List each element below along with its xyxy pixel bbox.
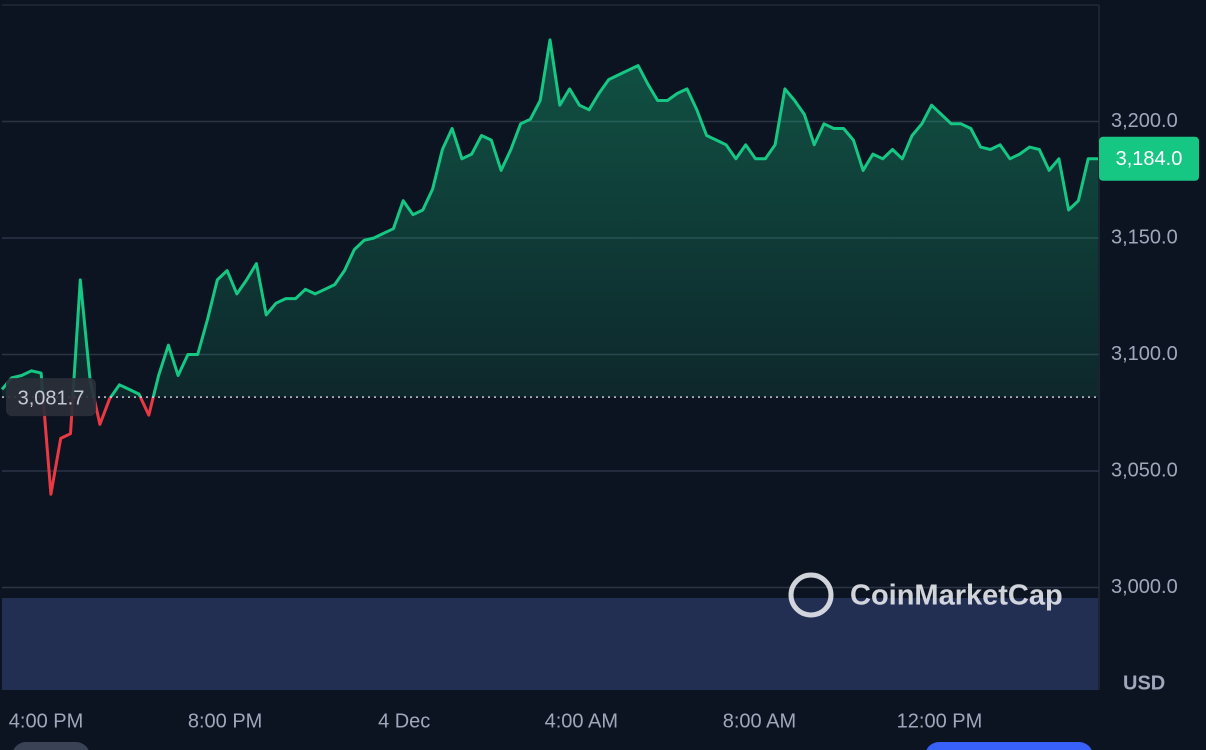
x-tick-label: 12:00 PM [897, 710, 983, 732]
action-button[interactable] [925, 742, 1093, 750]
x-tick-label: 4:00 AM [545, 710, 618, 732]
range-button[interactable] [12, 742, 90, 750]
price-line-up [0, 38, 1098, 398]
watermark-logo [788, 572, 834, 618]
last-value-box [1099, 136, 1199, 181]
watermark-text: CoinMarketCap [850, 580, 1063, 612]
y-tick-label: 3,050.0 [1111, 459, 1178, 481]
y-tick-label: 3,200.0 [1111, 110, 1178, 132]
y-tick-label: 3,100.0 [1111, 343, 1178, 365]
x-tick-label: 4:00 PM [9, 710, 83, 732]
watermark: CoinMarketCap [788, 572, 1063, 618]
y-unit: USD [1123, 672, 1165, 694]
x-tick-label: 4 Dec [378, 710, 430, 732]
last-value-label: 3,184.0 [1116, 148, 1183, 170]
area [2, 39, 1098, 398]
volume-band [2, 598, 1098, 690]
x-tick-label: 8:00 AM [723, 710, 796, 732]
y-tick-label: 3,150.0 [1111, 226, 1178, 248]
x-tick-label: 8:00 PM [188, 710, 262, 732]
y-tick-label: 3,000.0 [1111, 576, 1178, 598]
reference-label-box [6, 378, 96, 417]
reference-label: 3,081.7 [18, 387, 85, 409]
plot: 3,081.7 3,184.0 [0, 38, 1199, 496]
